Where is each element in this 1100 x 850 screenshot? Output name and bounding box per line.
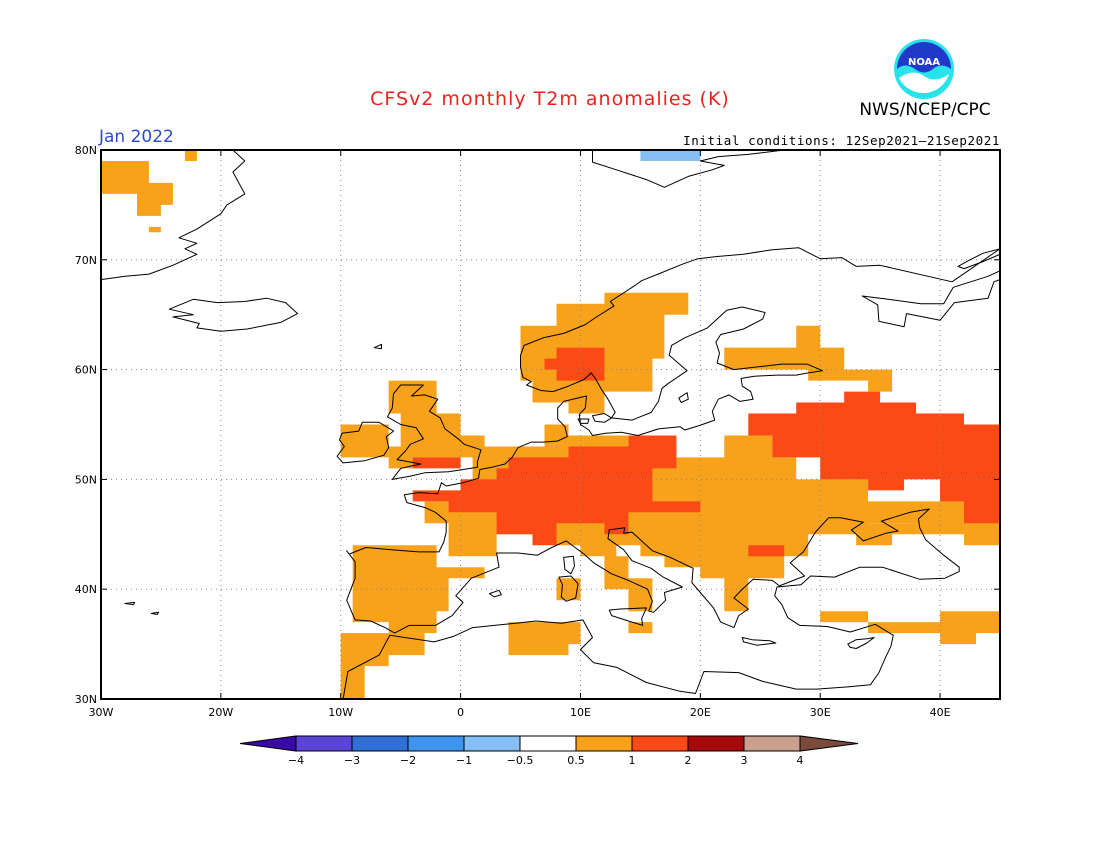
anomaly-region-bin-1-2-3 [412,457,461,469]
lat-tick-label: 80N [75,144,97,157]
coastline-zealand [592,413,613,423]
coastline-gotland [678,392,689,403]
coastline-faroes [373,343,382,350]
initial-conditions: Initial conditions: 12Sep2021–21Sep2021 [683,133,1000,148]
colorbar-label: 1 [629,754,636,767]
logo-text: NOAA [908,57,940,68]
anomaly-region-bin-05-1-0 [101,161,173,216]
lat-tick-label: 40N [75,583,97,596]
anomaly-region-bin-1-2-2 [508,457,545,480]
colorbar-swatch [631,735,689,752]
lon-tick-label: 40E [930,706,951,719]
colorbar-label: 0.5 [567,754,585,767]
colorbar-label: 4 [797,754,804,767]
colorbar-swatch [351,735,409,752]
colorbar-swatch [295,735,353,752]
coastline-mallorca [488,589,502,598]
anomaly-region-bin-05-1-9 [340,633,425,699]
colorbar-label: −2 [400,754,416,767]
logo-bird-sky [897,42,951,73]
colorbar-label: −0.5 [507,754,534,767]
noaa-emblem-icon: NOAA [894,39,954,99]
map-plot-area [101,150,1000,699]
logo-wave [899,72,949,94]
coastline-cyprus [847,637,875,649]
colorbar-swatch [463,735,521,752]
map-axes: 30W 20W 10W 0 10E 20E 30E 40E 30N 40N 50N 60N 70N 80N [75,144,1000,719]
map-frame [100,149,1001,700]
coastline-ireland [336,421,394,464]
colorbar-label: −1 [456,754,472,767]
lat-tick-label: 30N [75,693,97,706]
lon-tick-label: 30W [89,706,114,719]
colorbar-label: 2 [685,754,692,767]
colorbar-label: −3 [344,754,360,767]
colorbar-label: 3 [741,754,748,767]
lon-tick-label: 20W [208,706,233,719]
forecast-month: Jan 2022 [99,127,174,147]
lon-tick-label: 30E [810,706,831,719]
colorbar-swatch [743,735,801,752]
colorbar-swatch [407,735,465,752]
anomaly-region-bin-neg05-neg1-0 [640,150,701,161]
noaa-logo: NOAA [893,38,955,104]
lon-tick-label: 10E [570,706,591,719]
agency-label: NWS/NCEP/CPC [859,100,991,120]
colorbar-label: −4 [288,754,304,767]
coastline-corsica [563,555,575,575]
anomaly-region-bin-05-1-14 [628,622,653,634]
coastline-svalbard [592,150,785,188]
coastline-sardinia [558,575,579,602]
anomaly-region-bin-1-2-4 [748,391,1000,524]
coastline-funen [577,418,590,424]
colorbar-arrow-high [799,735,859,752]
anomaly-region-bin-05-1-8 [352,545,485,634]
lon-tick-label: 0 [457,706,464,719]
lon-tick-label: 10W [328,706,353,719]
anomaly-region-bin-05-1-3 [388,380,485,469]
anomaly-region-bin-05-1-11 [856,523,917,546]
anomaly-region-bin-05-1-12 [820,611,1000,645]
coastline-crete [741,637,777,646]
coastline-azores-b [150,611,159,615]
coastline-sicily [608,607,647,626]
lat-tick-label: 70N [75,254,97,267]
anomaly-region-bin-1-2-1 [412,435,701,546]
colorbar-swatch [575,735,633,752]
anomaly-region-bin-05-1-2 [148,226,161,233]
anomaly-region-bin-05-1-6 [724,325,893,392]
colorbar-swatch [519,735,577,752]
anomaly-region-bin-1-2-5 [748,545,785,557]
chart-title: CFSv2 monthly T2m anomalies (K) [370,88,730,110]
anomaly-region-bin-1-2-0 [544,347,605,381]
lat-tick-label: 60N [75,364,97,377]
coastline-novaya-zemlya [957,248,1000,270]
anomaly-region-bin-05-1-4 [340,424,389,458]
colorbar-swatch [687,735,745,752]
coastline-europe [342,247,1000,699]
coastline-britain [387,384,482,480]
coastline-iceland [168,297,299,332]
colorbar-arrow-low [239,735,297,752]
coastline-greenland [101,150,246,281]
anomaly-region-bin-05-1-1 [184,150,197,161]
lat-tick-label: 50N [75,473,97,486]
anomaly-region-bin-05-1-10 [508,622,581,656]
coastline-azores-a [124,601,136,606]
lon-tick-label: 20E [690,706,711,719]
